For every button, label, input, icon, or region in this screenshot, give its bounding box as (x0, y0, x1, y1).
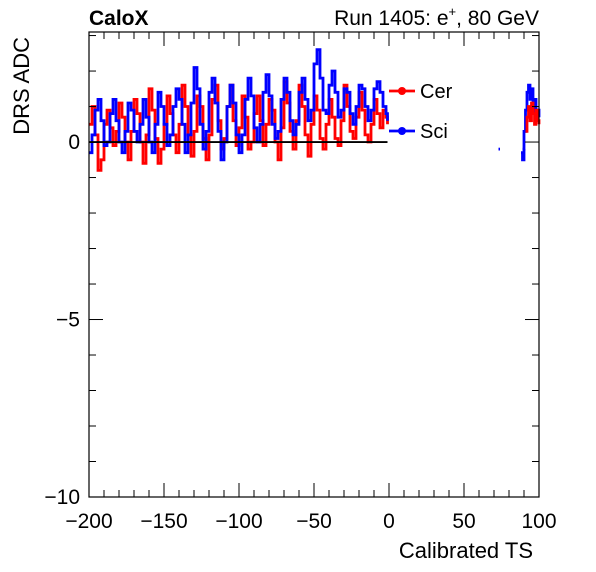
y-tick-label: −10 (44, 486, 80, 509)
y-axis-title: DRS ADC (9, 37, 34, 135)
title-right-sup: + (449, 4, 457, 19)
x-tick-label: 0 (383, 510, 395, 533)
title-right-suffix: , 80 GeV (456, 7, 539, 30)
series-segment-sci-1 (521, 149, 526, 162)
title-left: CaloX (89, 7, 149, 30)
legend-marker-sci (398, 127, 406, 135)
axes (88, 31, 540, 498)
legend-label-sci: Sci (420, 121, 448, 143)
x-tick-label: 100 (521, 510, 556, 533)
legend: Cer Sci (389, 81, 453, 143)
x-tick-label: 50 (452, 510, 475, 533)
series-line-sci (89, 48, 389, 162)
x-tick-label: −100 (215, 510, 262, 533)
series-segment-cer-3 (525, 101, 541, 133)
title-right-prefix: Run 1405: e (334, 7, 448, 30)
legend-marker-cer (398, 87, 406, 95)
x-axis-title: Calibrated TS (399, 538, 533, 563)
title-right: Run 1405: e+, 80 GeV (334, 4, 539, 30)
x-tick-label: −50 (296, 510, 332, 533)
y-tick-label: 0 (68, 131, 80, 154)
x-tick-label: −200 (65, 510, 112, 533)
y-tick-label: −5 (56, 309, 80, 332)
plot-series (89, 48, 541, 172)
x-tick-label: −150 (140, 510, 187, 533)
legend-label-cer: Cer (420, 81, 453, 103)
